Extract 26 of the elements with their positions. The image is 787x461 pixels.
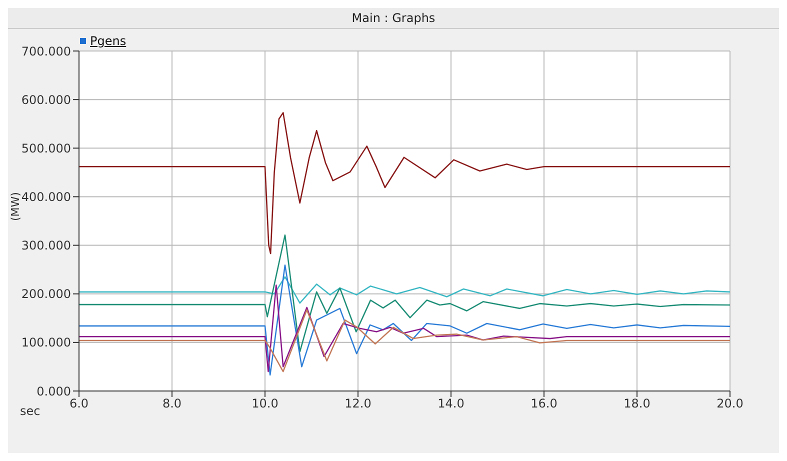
x-tick-label: 20.0: [716, 396, 744, 411]
line-series: [79, 309, 730, 372]
chart-title: Main : Graphs: [8, 8, 779, 29]
y-tick-label: 100.000: [21, 336, 71, 350]
x-axis-title: sec: [20, 404, 40, 418]
x-tick-label: 10.0: [252, 396, 278, 411]
line-series: [79, 112, 730, 254]
y-tick-label: 0.000: [36, 384, 71, 398]
x-tick-label: 18.0: [624, 396, 650, 411]
line-series: [79, 234, 730, 352]
line-series: [79, 276, 730, 304]
y-tick-label: 300.000: [21, 238, 71, 253]
y-axis-title: (MW): [8, 192, 22, 221]
x-tick-label: 6.0: [69, 396, 89, 411]
legend-title: Pgens: [90, 34, 126, 48]
line-series: [79, 284, 730, 372]
y-tick-label: 400.000: [21, 190, 71, 204]
x-tick-label: 16.0: [530, 396, 558, 411]
y-tick-label: 500.000: [21, 141, 71, 156]
x-tick-label: 12.0: [344, 396, 372, 411]
x-tick-label: 8.0: [162, 396, 182, 411]
y-tick-label: 200.000: [21, 287, 71, 302]
line-series: [79, 264, 730, 376]
y-tick-label: 700.000: [21, 44, 71, 58]
x-tick-label: 14.0: [438, 396, 464, 411]
y-tick-label: 600.000: [21, 92, 71, 107]
